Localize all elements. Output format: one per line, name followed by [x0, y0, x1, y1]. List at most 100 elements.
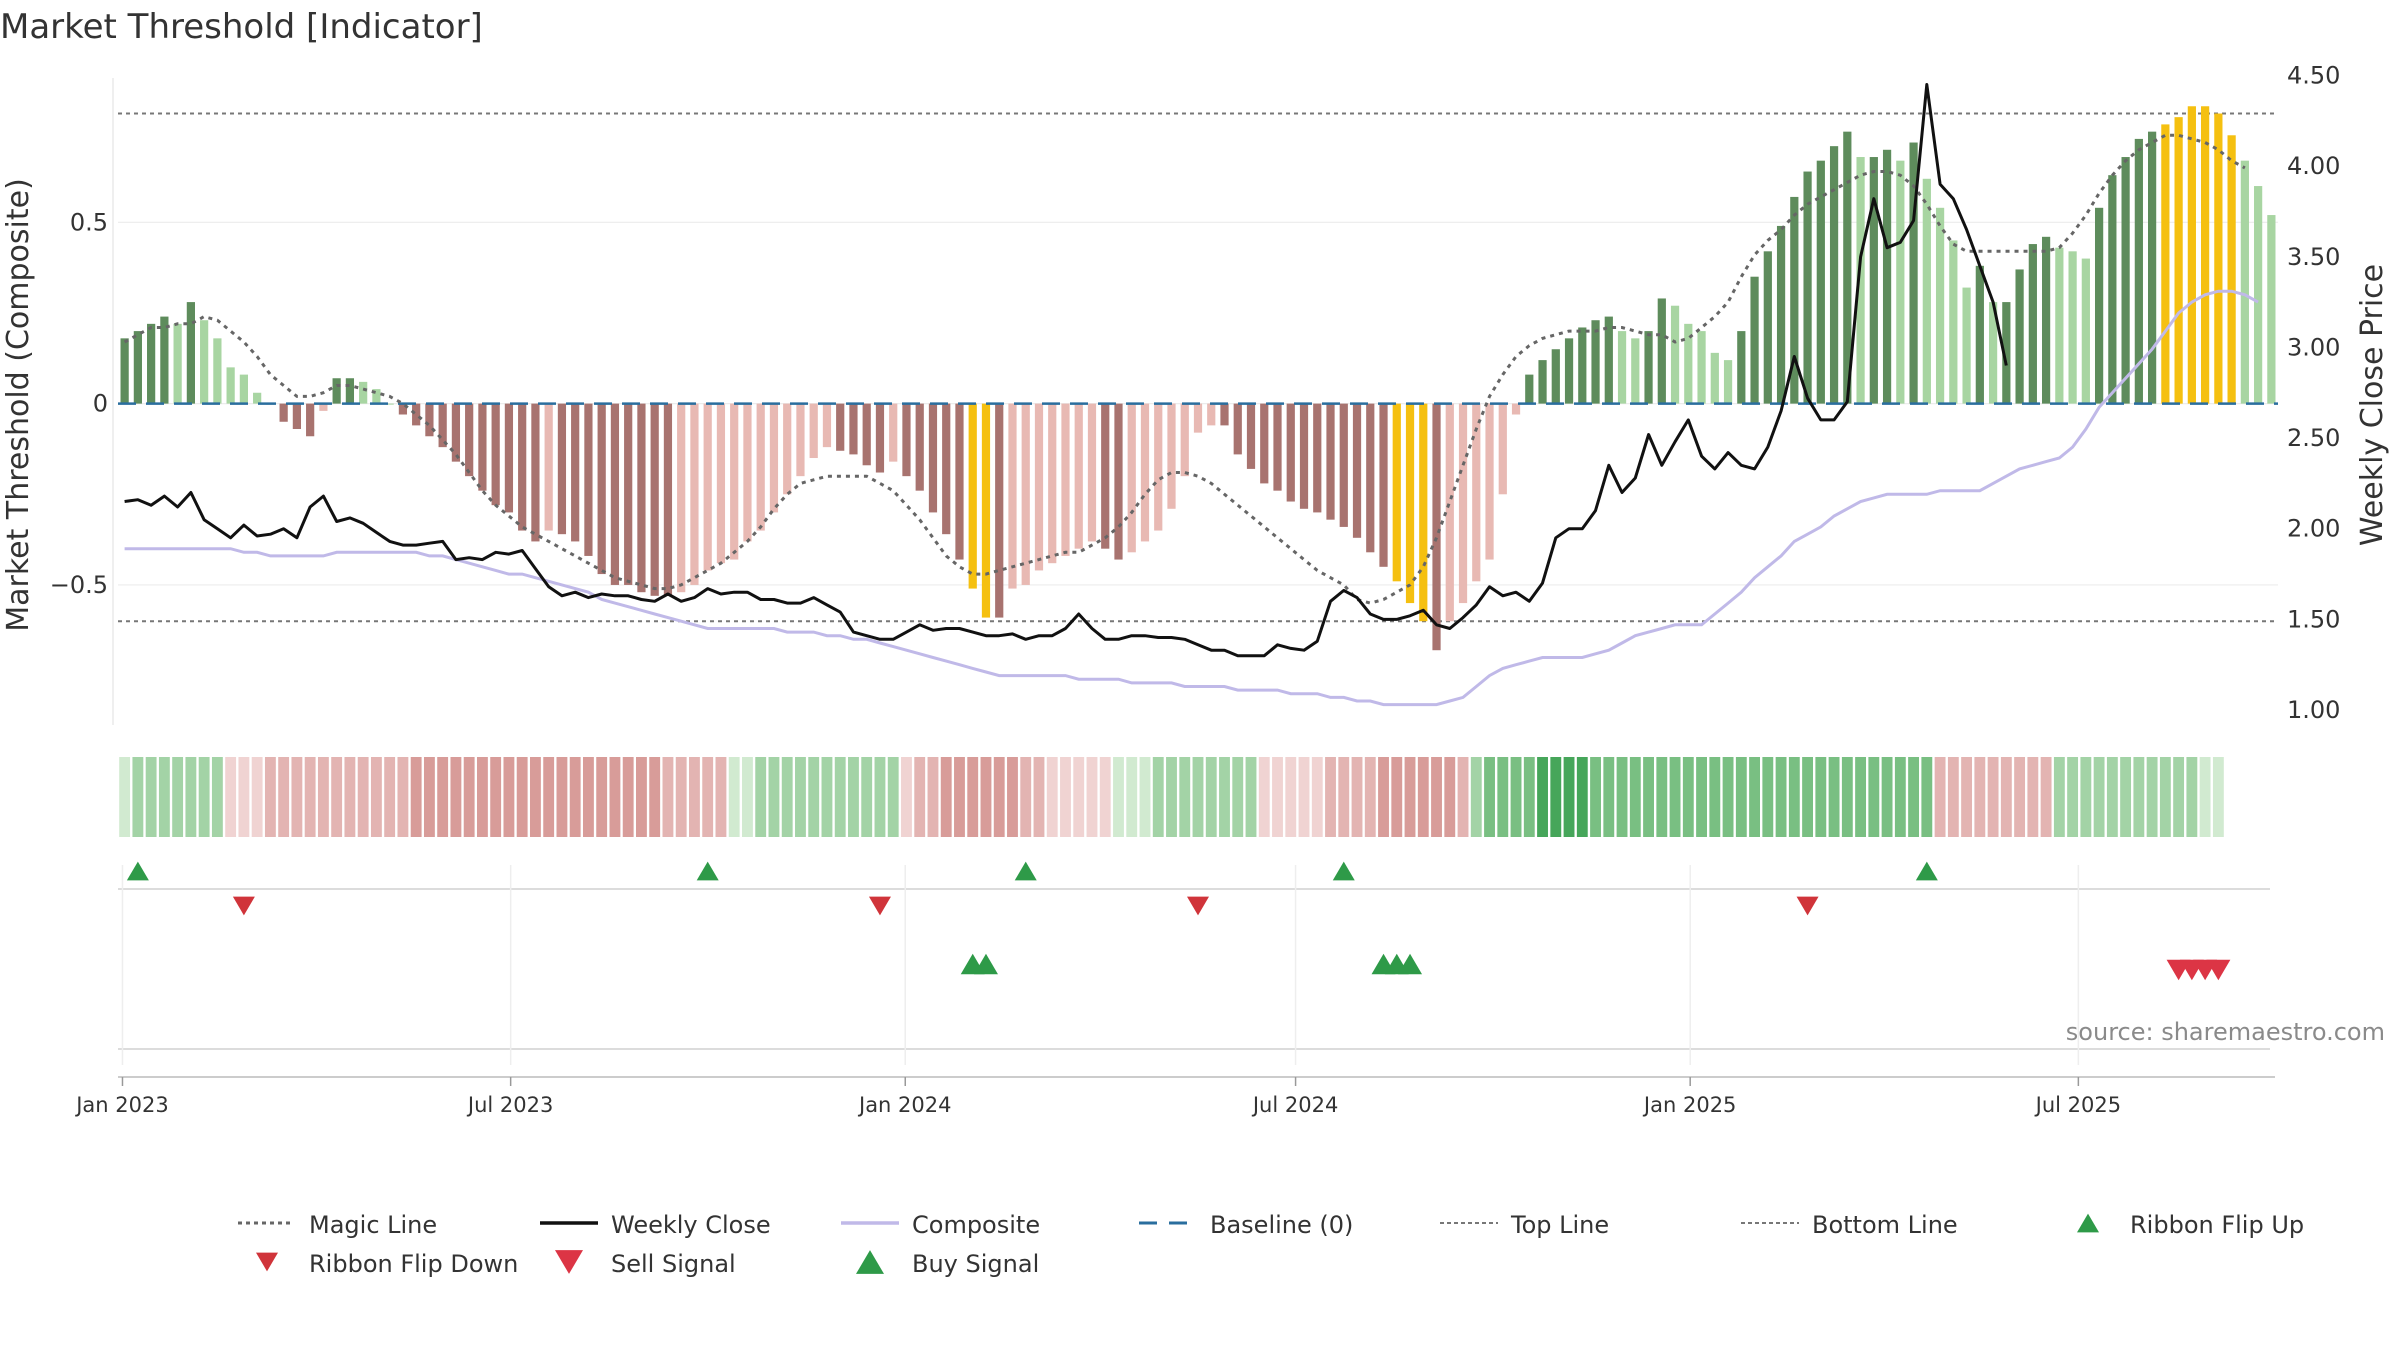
ribbon-cell — [755, 757, 767, 837]
source-text: source: sharemaestro.com — [2066, 1018, 2385, 1046]
composite-bar — [372, 389, 381, 404]
legend: Magic Line Weekly Close Composite Baseline … — [238, 1211, 2304, 1278]
ribbon-cell — [1841, 757, 1853, 837]
composite-bar — [2174, 117, 2183, 404]
composite-bar — [253, 392, 262, 404]
ribbon-cell — [119, 757, 131, 837]
composite-bar — [1140, 403, 1150, 542]
ribbon-cell — [1696, 757, 1707, 837]
composite-bar — [465, 403, 474, 477]
x-tick-label: Jul 2025 — [2034, 1093, 2121, 1117]
composite-bar — [2161, 124, 2170, 404]
ribbon-flip-up-marker — [1332, 861, 1355, 881]
ribbon-cell — [1749, 757, 1760, 837]
ribbon-cell — [556, 757, 568, 837]
composite-bar — [902, 403, 911, 477]
composite-bar — [2134, 138, 2143, 404]
composite-bar — [1790, 196, 1799, 404]
ribbon-cell — [2053, 757, 2065, 837]
composite-bar — [836, 403, 845, 451]
ribbon-cell — [2133, 757, 2145, 837]
ribbon-cell — [1987, 757, 1999, 837]
composite-bar — [637, 403, 646, 593]
y-right-tick: 3.00 — [2287, 333, 2340, 361]
composite-bar — [1723, 360, 1733, 404]
composite-bars — [118, 106, 2278, 651]
composite-bar — [1604, 316, 1613, 404]
ribbon-cell — [529, 757, 541, 837]
composite-bar — [1710, 352, 1719, 404]
ribbon-cell — [1020, 757, 1032, 837]
ribbon-cell — [2212, 757, 2224, 837]
composite-bar — [531, 403, 540, 542]
composite-bar — [995, 403, 1004, 618]
composite-bar — [1763, 251, 1772, 404]
composite-bar — [889, 403, 898, 462]
ribbon-cell — [689, 757, 700, 837]
composite-bar — [385, 403, 394, 405]
composite-bar — [2055, 247, 2064, 404]
ribbon-cell — [344, 757, 356, 837]
ribbon-cell — [1166, 757, 1177, 837]
legend-item: Baseline (0) — [1139, 1211, 1353, 1239]
x-tick-label: Jan 2023 — [74, 1093, 169, 1117]
composite-bar — [1392, 403, 1401, 582]
x-axis: Jan 2023 Jul 2023 Jan 2024 Jul 2024 Jan 2025… — [74, 865, 2275, 1117]
ribbon-cell — [158, 757, 170, 837]
buy-signal-marker — [973, 953, 998, 975]
y-right-tick: 1.00 — [2287, 696, 2340, 724]
legend-label: Composite — [912, 1211, 1040, 1239]
ribbon-cell — [1007, 757, 1018, 837]
ribbon-cell — [1073, 757, 1085, 837]
legend-swatch — [256, 1252, 278, 1272]
composite-bar — [942, 403, 951, 535]
composite-bar — [1114, 403, 1123, 560]
ribbon-cell — [1894, 757, 1906, 837]
ribbon-cell — [331, 757, 343, 837]
composite-bar — [491, 403, 500, 506]
composite-bar — [1061, 403, 1070, 556]
composite-bar — [610, 403, 620, 585]
y-left-tick: 0.5 — [70, 208, 108, 236]
ribbon-cell — [1643, 757, 1654, 837]
composite-bar — [1843, 131, 1852, 404]
ribbon-cell — [1629, 757, 1641, 837]
composite-bar — [1750, 276, 1759, 404]
ribbon-cell — [1033, 757, 1045, 837]
ribbon-cell — [1272, 757, 1283, 837]
y-left-tick: −0.5 — [50, 571, 108, 599]
legend-swatch — [856, 1250, 884, 1274]
y-right-tick: 3.50 — [2287, 243, 2340, 271]
signal-markers — [118, 861, 2270, 1050]
composite-bar — [200, 320, 209, 404]
composite-bar — [1551, 349, 1560, 404]
ribbon-cell — [1497, 757, 1509, 837]
ribbon-flip-up-marker — [126, 861, 149, 881]
composite-bar — [557, 403, 567, 535]
legend-label: Ribbon Flip Down — [309, 1250, 518, 1278]
composite-bar — [1074, 403, 1083, 549]
composite-bar — [1193, 403, 1203, 433]
composite-bar — [2068, 251, 2077, 404]
composite-bar — [584, 403, 593, 556]
magic-line — [123, 133, 2246, 605]
composite-bar — [624, 403, 633, 585]
composite-bar — [1101, 403, 1110, 549]
ribbon-flip-down-marker — [868, 896, 891, 916]
composite-bar — [160, 316, 169, 404]
ribbon-cell — [940, 757, 952, 837]
composite-bar — [239, 374, 248, 404]
composite-bar — [2002, 302, 2011, 404]
ribbon-cell — [2067, 757, 2079, 837]
composite-bar — [2201, 106, 2210, 404]
ribbon-cell — [1669, 757, 1681, 837]
ribbon-cell — [357, 757, 369, 837]
composite-bar — [1591, 320, 1600, 404]
ribbon-cell — [1603, 757, 1615, 837]
ribbon-cell — [384, 757, 396, 837]
composite-bar — [2187, 106, 2196, 404]
composite-bar — [319, 403, 328, 411]
ribbon-cell — [2014, 757, 2026, 837]
composite-bar — [2148, 131, 2157, 404]
ribbon-cell — [1457, 757, 1469, 837]
